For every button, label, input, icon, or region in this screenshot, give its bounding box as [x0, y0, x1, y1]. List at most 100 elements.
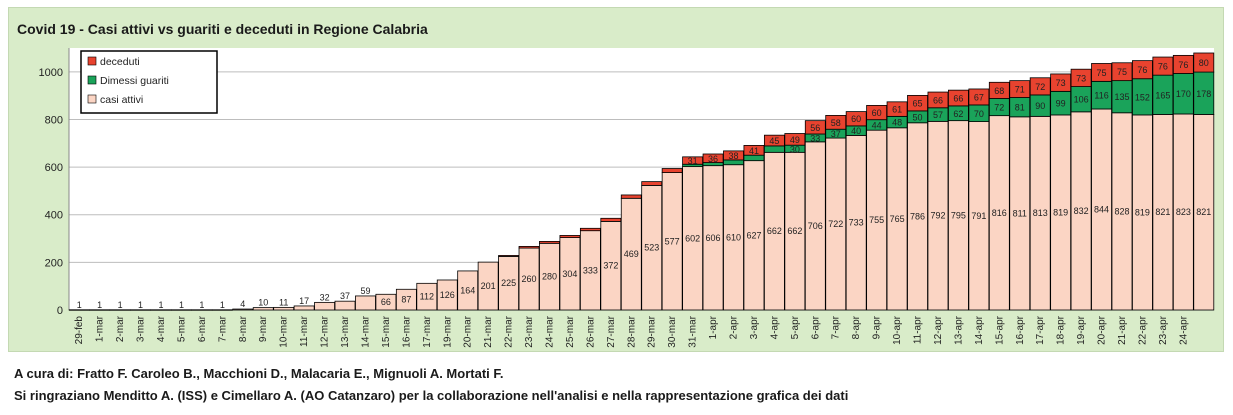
data-label: 49: [790, 135, 800, 145]
bar-deceduti: [723, 150, 744, 161]
bar-casi-attivi: [334, 300, 356, 311]
data-label: 66: [381, 297, 391, 307]
data-label: 792: [930, 211, 945, 221]
bar-deceduti: [682, 156, 704, 165]
x-tick-label: 6-apr: [810, 315, 821, 339]
data-label: 280: [542, 272, 557, 282]
data-label: 152: [1135, 92, 1150, 102]
data-label: 56: [810, 123, 820, 133]
data-label: 32: [320, 292, 330, 302]
x-tick-label: 4-mar: [156, 315, 167, 342]
bar-deceduti: [763, 134, 785, 147]
data-label: 469: [624, 249, 639, 259]
data-label: 1: [118, 300, 123, 310]
bar-casi-attivi: [416, 282, 438, 311]
data-label: 1: [97, 300, 102, 310]
data-label: 1: [199, 300, 204, 310]
bar-casi-attivi: [89, 309, 111, 311]
bar-dimessi-guariti: [763, 145, 785, 153]
x-tick-label: 11-mar: [299, 315, 310, 347]
bar-deceduti: [784, 133, 806, 146]
data-label: 823: [1176, 207, 1191, 217]
x-tick-label: 13-apr: [953, 315, 964, 345]
data-label: 164: [460, 285, 475, 295]
bar-deceduti: [825, 115, 847, 130]
bar-deceduti: [1111, 62, 1133, 82]
data-label: 60: [872, 108, 882, 118]
bar-casi-attivi: [436, 279, 458, 311]
bar-deceduti: [1009, 80, 1031, 98]
bar-deceduti: [866, 105, 888, 121]
bar-deceduti: [579, 227, 601, 232]
bar-casi-attivi: [314, 301, 335, 311]
data-label: 765: [890, 214, 905, 224]
bar-deceduti: [518, 246, 540, 249]
bar-dimessi-guariti: [743, 154, 765, 162]
data-label: 59: [360, 286, 370, 296]
x-tick-label: 23-mar: [524, 315, 535, 347]
data-label: 37: [831, 129, 841, 139]
x-tick-label: 15-mar: [381, 315, 392, 347]
data-label: 372: [603, 261, 618, 271]
data-label: 71: [1015, 85, 1025, 95]
data-label: 260: [522, 274, 537, 284]
data-label: 75: [1117, 67, 1127, 77]
bar-deceduti: [1172, 54, 1194, 74]
data-label: 73: [1076, 73, 1086, 83]
data-label: 41: [749, 146, 759, 156]
bar-casi-attivi: [293, 305, 315, 311]
x-tick-label: 20-apr: [1097, 315, 1108, 345]
data-label: 48: [892, 118, 902, 128]
data-label: 75: [1097, 68, 1107, 78]
x-tick-label: 23-apr: [1158, 315, 1169, 345]
data-label: 112: [420, 292, 434, 302]
data-label: 99: [1056, 99, 1066, 109]
data-label: 811: [1013, 208, 1027, 218]
x-tick-label: 10-apr: [892, 315, 903, 345]
x-tick-label: 31-mar: [688, 315, 699, 347]
data-label: 791: [971, 211, 986, 221]
bar-casi-attivi: [232, 308, 254, 311]
y-tick-label: 400: [45, 210, 63, 222]
y-tick-label: 600: [45, 162, 63, 174]
x-tick-label: 14-mar: [360, 315, 371, 347]
data-label: 81: [1015, 103, 1025, 113]
bar-deceduti: [600, 217, 622, 222]
x-tick-label: 7-apr: [831, 315, 842, 339]
data-label: 40: [851, 126, 861, 136]
y-tick-label: 200: [45, 257, 63, 269]
bar-casi-attivi: [171, 309, 192, 311]
x-tick-label: 20-mar: [463, 315, 474, 347]
legend-swatch: [87, 56, 97, 66]
data-label: 832: [1074, 206, 1089, 216]
bar-casi-attivi: [457, 270, 479, 311]
data-label: 11: [279, 297, 288, 307]
x-tick-label: 19-mar: [442, 315, 453, 347]
data-label: 1: [138, 300, 143, 310]
bar-deceduti: [641, 181, 663, 186]
bar-casi-attivi: [109, 309, 131, 311]
bar-deceduti: [886, 101, 908, 117]
data-label: 304: [562, 269, 577, 279]
bar-deceduti: [559, 235, 581, 238]
data-label: 795: [951, 210, 966, 220]
bar-deceduti: [1132, 60, 1153, 80]
x-tick-label: 21-apr: [1117, 315, 1128, 345]
chart-plot: 02004006008001000129-feb11-mar12-mar13-m…: [39, 48, 1215, 348]
data-label: 106: [1074, 95, 1089, 105]
x-tick-label: 1-mar: [95, 315, 106, 342]
data-label: 722: [828, 219, 843, 229]
bar-casi-attivi: [375, 293, 397, 311]
data-label: 627: [746, 230, 761, 240]
x-tick-label: 5-apr: [790, 315, 801, 339]
data-label: 816: [992, 208, 1007, 218]
legend-label: casi attivi: [100, 94, 143, 106]
y-tick-label: 0: [57, 305, 63, 317]
data-label: 844: [1094, 204, 1109, 214]
x-tick-label: 22-mar: [504, 315, 515, 347]
data-label: 821: [1196, 207, 1211, 217]
bar-casi-attivi: [68, 309, 90, 311]
bar-deceduti: [968, 88, 990, 106]
x-tick-label: 2-apr: [729, 315, 740, 339]
bar-deceduti: [948, 89, 969, 107]
